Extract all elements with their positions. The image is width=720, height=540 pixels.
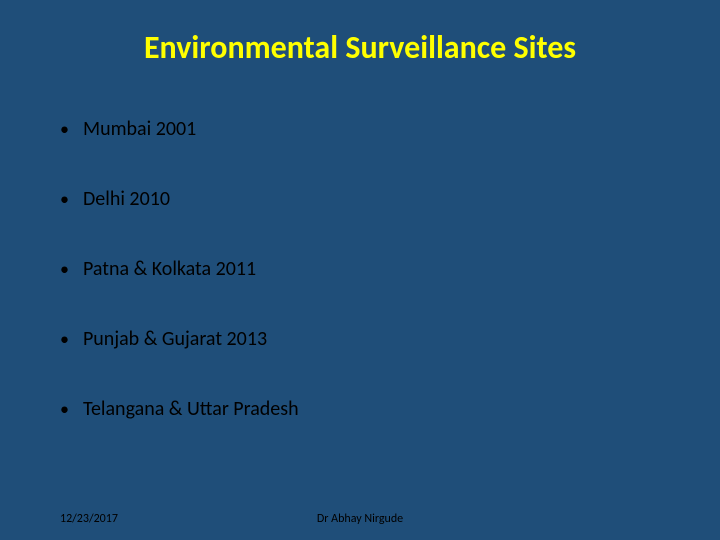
bullet-text: Telangana & Uttar Pradesh <box>83 397 299 421</box>
bullet-icon: • <box>60 118 69 140</box>
list-item: • Punjab & Gujarat 2013 <box>60 327 720 351</box>
bullet-icon: • <box>60 258 69 280</box>
footer-author: Dr Abhay Nirgude <box>317 512 403 526</box>
list-item: • Mumbai 2001 <box>60 117 720 141</box>
bullet-text: Punjab & Gujarat 2013 <box>83 327 267 351</box>
bullet-icon: • <box>60 398 69 420</box>
bullet-text: Delhi 2010 <box>83 187 170 211</box>
list-item: • Telangana & Uttar Pradesh <box>60 397 720 421</box>
list-item: • Delhi 2010 <box>60 187 720 211</box>
bullet-text: Patna & Kolkata 2011 <box>83 257 256 281</box>
bullet-text: Mumbai 2001 <box>83 117 196 141</box>
list-item: • Patna & Kolkata 2011 <box>60 257 720 281</box>
slide-title: Environmental Surveillance Sites <box>0 0 720 77</box>
slide-footer: 12/23/2017 Dr Abhay Nirgude <box>0 512 720 526</box>
bullet-icon: • <box>60 188 69 210</box>
bullet-icon: • <box>60 328 69 350</box>
bullet-list: • Mumbai 2001 • Delhi 2010 • Patna & Kol… <box>0 77 720 421</box>
footer-date: 12/23/2017 <box>0 512 118 526</box>
